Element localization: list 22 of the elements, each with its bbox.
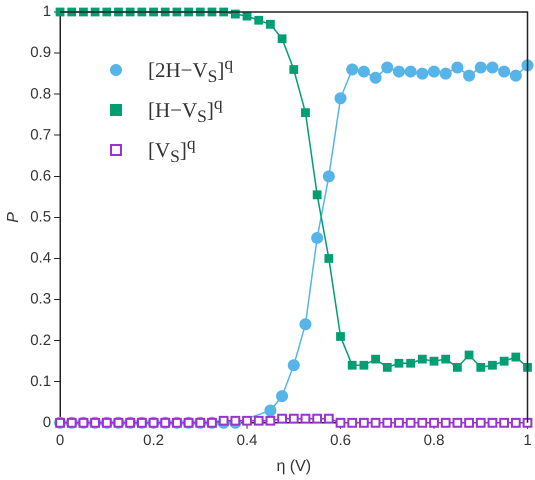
y-tick-label: 0.4	[30, 250, 52, 267]
x-tick-label: 0.4	[236, 432, 258, 449]
x-tick-label: 0.6	[330, 432, 351, 449]
x-tick-label: 0.2	[143, 432, 164, 449]
y-tick-label: 1	[42, 3, 52, 20]
legend-label: [2H−V$_{S}$]$^{q}$	[148, 52, 234, 88]
x-tick-label: 1	[523, 432, 532, 449]
y-tick-label: 0.9	[30, 44, 52, 62]
y-tick-label: 0.3	[30, 290, 52, 308]
legend-label: [V$_{S}$]$^{q}$	[148, 132, 196, 168]
legend-label: [H−V$_{S}$]$^{q}$	[148, 92, 223, 128]
x-tick-label: 0.8	[424, 432, 444, 449]
y-tick-label: 0	[42, 414, 52, 431]
x-axis-title: η (V)	[276, 458, 312, 475]
y-tick-label: 0.6	[30, 167, 52, 184]
y-tick-label: 0.7	[30, 126, 52, 144]
y-tick-label: 0.8	[30, 85, 52, 102]
x-tick-label: 0	[56, 432, 64, 449]
y-tick-label: 0.1	[30, 372, 52, 390]
y-axis-title: P	[5, 212, 22, 223]
y-tick-label: 0.5	[30, 208, 52, 226]
y-tick-label: 0.2	[30, 332, 52, 349]
